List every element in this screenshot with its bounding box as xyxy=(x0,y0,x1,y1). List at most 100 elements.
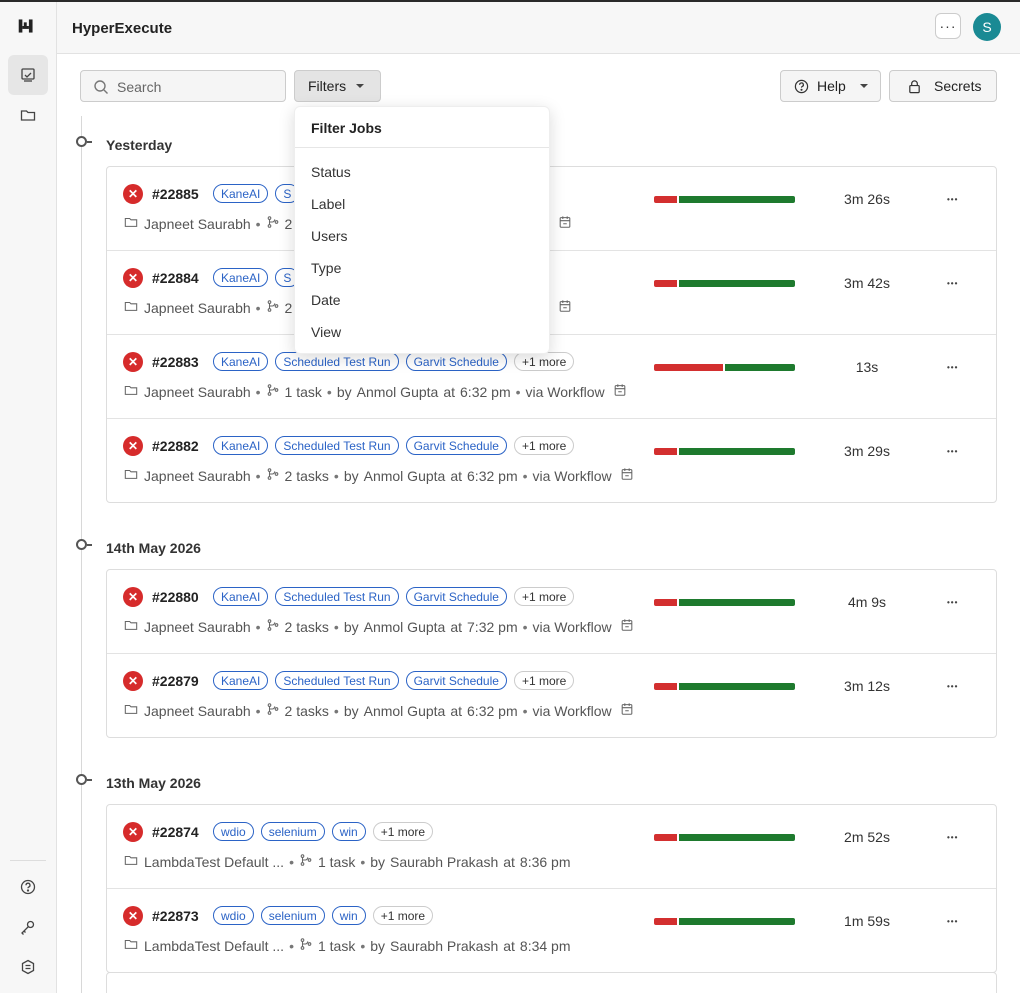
row-actions-menu-icon[interactable]: ••• xyxy=(947,363,959,372)
logo-icon[interactable] xyxy=(18,18,40,40)
job-row[interactable]: ✕ #22879 KaneAI Scheduled Test Run Garvit Sc… xyxy=(107,654,996,737)
branch-icon xyxy=(266,215,280,232)
job-tag[interactable]: KaneAI xyxy=(213,671,269,690)
folder-icon xyxy=(124,702,138,719)
branch-icon xyxy=(299,853,313,870)
job-tag[interactable]: Garvit Schedule xyxy=(405,587,507,606)
trigger-source: via Workflow xyxy=(532,618,612,635)
row-actions-menu-icon[interactable]: ••• xyxy=(947,598,959,607)
passed-segment xyxy=(679,683,795,690)
timeline-node-icon xyxy=(76,539,87,550)
job-tag[interactable]: Garvit Schedule xyxy=(405,671,507,690)
help-circle-icon[interactable] xyxy=(8,867,48,907)
filter-item-label[interactable]: Label xyxy=(311,196,346,212)
more-tags-badge[interactable]: +1 more xyxy=(513,436,575,455)
row-actions-menu-icon[interactable]: ••• xyxy=(947,279,959,288)
job-group-card: ✕ #22880 KaneAI Scheduled Test Run Garvit Sc… xyxy=(106,569,997,738)
key-icon[interactable] xyxy=(8,907,48,947)
task-count: 2 tasks xyxy=(284,467,329,484)
job-row[interactable]: ✕ #22874 wdio selenium win +1 more LambdaTest … xyxy=(107,805,996,889)
help-button[interactable]: Help xyxy=(780,70,881,102)
job-tag[interactable]: Garvit Schedule xyxy=(405,352,507,371)
failed-segment xyxy=(654,280,677,287)
meta-separator: • xyxy=(333,702,339,719)
job-tag[interactable]: KaneAI xyxy=(213,352,269,371)
job-id[interactable]: #22883 xyxy=(152,354,199,370)
more-tags-badge[interactable]: +1 more xyxy=(513,671,575,690)
by-label: by xyxy=(336,383,352,400)
job-tag[interactable]: Garvit Schedule xyxy=(405,436,507,455)
job-tag[interactable]: wdio xyxy=(213,822,254,841)
status-progress-bar xyxy=(654,683,795,690)
more-options-button[interactable]: ··· xyxy=(935,13,961,39)
user-name: Anmol Gupta xyxy=(363,618,446,635)
search-input[interactable] xyxy=(117,77,277,97)
job-tag[interactable]: wdio xyxy=(213,906,254,925)
job-id[interactable]: #22873 xyxy=(152,908,199,924)
job-tag[interactable]: Scheduled Test Run xyxy=(275,671,399,690)
job-tag[interactable]: win xyxy=(331,822,366,841)
job-meta: Japneet Saurabh • 2 tasks • by Anmol Gupta at 6… xyxy=(124,702,634,719)
row-actions-menu-icon[interactable]: ••• xyxy=(947,195,959,204)
failed-segment xyxy=(654,918,677,925)
job-tag[interactable]: Scheduled Test Run xyxy=(275,436,399,455)
job-tag[interactable]: KaneAI xyxy=(213,268,269,287)
passed-segment xyxy=(679,918,795,925)
job-tag[interactable]: selenium xyxy=(260,906,325,925)
more-tags-badge[interactable]: +1 more xyxy=(372,822,434,841)
calendar-icon xyxy=(620,467,634,484)
more-tags-badge[interactable]: +1 more xyxy=(513,352,575,371)
project-name: Japneet Saurabh xyxy=(144,702,251,719)
job-tag[interactable]: KaneAI xyxy=(213,184,269,203)
jobs-nav-icon[interactable] xyxy=(8,55,48,95)
search-box[interactable] xyxy=(80,70,286,102)
job-tag[interactable]: Scheduled Test Run xyxy=(275,587,399,606)
secrets-nav-icon[interactable] xyxy=(8,947,48,987)
folder-nav-icon[interactable] xyxy=(8,95,48,135)
failed-status-icon: ✕ xyxy=(123,671,143,691)
passed-segment xyxy=(679,599,795,606)
job-id[interactable]: #22879 xyxy=(152,673,199,689)
user-name: Anmol Gupta xyxy=(363,702,446,719)
job-tag[interactable]: win xyxy=(331,906,366,925)
job-row[interactable]: ✕ #22873 wdio selenium win +1 more LambdaTest … xyxy=(107,889,996,972)
more-tags-badge[interactable]: +1 more xyxy=(372,906,434,925)
user-avatar[interactable]: S xyxy=(973,13,1001,41)
filter-item-type[interactable]: Type xyxy=(311,260,342,276)
status-progress-bar xyxy=(654,280,795,287)
job-tag[interactable]: Scheduled Test Run xyxy=(275,352,399,371)
job-meta: Japneet Saurabh • 2 tasks • by Anmol Gupta at 6… xyxy=(124,467,634,484)
branch-icon xyxy=(266,702,280,719)
job-id[interactable]: #22882 xyxy=(152,438,199,454)
job-row[interactable]: ✕ #22882 KaneAI Scheduled Test Run Garvit Sc… xyxy=(107,419,996,502)
job-tag[interactable]: KaneAI xyxy=(213,587,269,606)
job-id[interactable]: #22874 xyxy=(152,824,199,840)
row-actions-menu-icon[interactable]: ••• xyxy=(947,682,959,691)
job-row[interactable]: ✕ #22880 KaneAI Scheduled Test Run Garvit Sc… xyxy=(107,570,996,654)
row-actions-menu-icon[interactable]: ••• xyxy=(947,833,959,842)
by-label: by xyxy=(370,937,386,954)
more-tags-badge[interactable]: +1 more xyxy=(513,587,575,606)
job-id[interactable]: #22884 xyxy=(152,270,199,286)
secrets-button[interactable]: Secrets xyxy=(889,70,997,102)
row-actions-menu-icon[interactable]: ••• xyxy=(947,917,959,926)
filter-item-date[interactable]: Date xyxy=(311,292,341,308)
filter-item-status[interactable]: Status xyxy=(311,164,351,180)
folder-icon xyxy=(124,618,138,635)
job-duration: 3m 29s xyxy=(844,443,890,459)
job-tag[interactable]: KaneAI xyxy=(213,436,269,455)
meta-separator: • xyxy=(522,467,528,484)
filters-button[interactable]: Filters xyxy=(294,70,381,102)
calendar-icon xyxy=(620,702,634,719)
filter-item-users[interactable]: Users xyxy=(311,228,348,244)
filter-item-view[interactable]: View xyxy=(311,324,342,340)
job-row[interactable]: ✕ #22883 KaneAI Scheduled Test Run Garvit Sc… xyxy=(107,335,996,419)
row-actions-menu-icon[interactable]: ••• xyxy=(947,447,959,456)
job-tag[interactable]: selenium xyxy=(260,822,325,841)
job-tags: wdio selenium win +1 more xyxy=(213,906,434,925)
job-id[interactable]: #22885 xyxy=(152,186,199,202)
job-id[interactable]: #22880 xyxy=(152,589,199,605)
